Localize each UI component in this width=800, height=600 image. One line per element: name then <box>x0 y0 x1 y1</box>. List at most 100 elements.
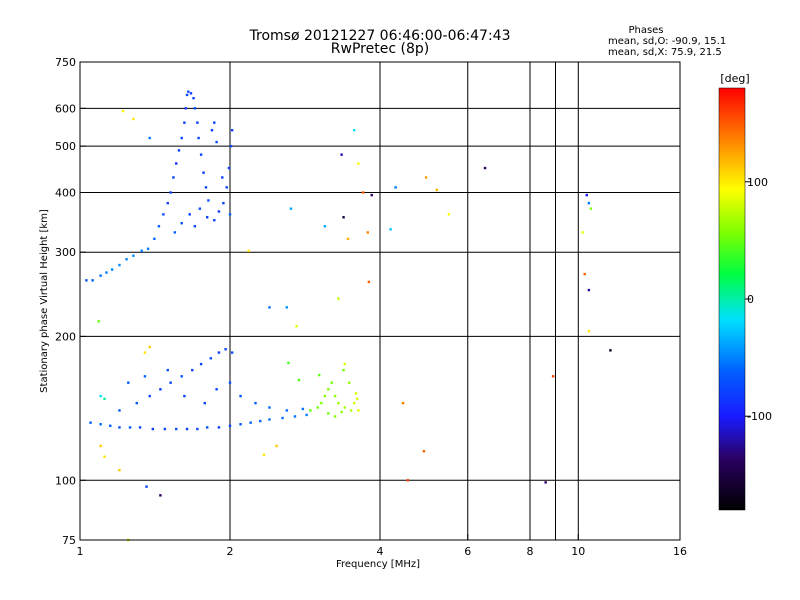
data-point <box>163 427 167 431</box>
data-point <box>349 409 353 412</box>
data-point <box>221 176 224 179</box>
data-point <box>224 348 227 351</box>
data-point <box>239 423 242 426</box>
data-point <box>447 213 451 216</box>
data-point <box>342 368 345 372</box>
data-point <box>169 381 172 384</box>
x-tick-label: 10 <box>571 545 585 558</box>
y-tick-label: 750 <box>55 56 76 69</box>
y-ticks: 75 100 200 300 400 500 600 750 <box>55 56 86 547</box>
data-point <box>177 149 181 152</box>
data-point <box>89 421 92 424</box>
x-tick-label: 6 <box>464 545 471 558</box>
data-point <box>229 144 233 148</box>
data-point <box>333 394 337 398</box>
data-point <box>159 388 162 391</box>
data-point <box>320 401 323 405</box>
data-point <box>118 263 121 267</box>
y-tick-label: 75 <box>62 534 76 547</box>
data-point <box>228 424 232 428</box>
colorbar-tick-label: 100 <box>747 176 768 189</box>
data-point <box>217 351 221 354</box>
stats-line-x: mean, sd,X: 75.9, 21.5 <box>608 47 722 58</box>
data-point <box>370 193 373 197</box>
data-point <box>215 388 218 391</box>
data-point <box>285 409 288 412</box>
data-point <box>121 109 125 113</box>
data-point <box>118 426 121 429</box>
data-point <box>91 279 94 282</box>
stats-line-o: mean, sd,O: -90.9, 15.1 <box>608 36 726 47</box>
data-point <box>198 207 202 210</box>
data-point <box>169 191 172 194</box>
data-point <box>196 121 199 124</box>
data-point <box>343 406 347 409</box>
data-point <box>197 136 200 140</box>
x-tick-label: 8 <box>527 545 534 558</box>
data-point <box>213 121 216 124</box>
data-point <box>323 394 327 398</box>
colorbar-tick-label: -100 <box>747 410 772 423</box>
data-point <box>228 213 232 216</box>
data-point <box>389 228 392 231</box>
data-point <box>105 271 108 274</box>
data-point <box>110 268 114 271</box>
data-point <box>199 362 203 366</box>
data-point <box>210 128 214 132</box>
data-point <box>188 213 191 216</box>
data-point <box>357 409 360 412</box>
data-point <box>340 153 343 156</box>
data-point <box>109 424 112 428</box>
data-point <box>587 201 591 205</box>
colorbar <box>718 87 746 511</box>
data-point <box>85 279 88 282</box>
data-point <box>127 381 130 384</box>
data-point <box>185 427 189 431</box>
data-point <box>118 468 121 472</box>
data-point <box>196 427 199 431</box>
data-point <box>103 397 106 401</box>
data-point <box>145 485 148 488</box>
data-point <box>585 193 588 197</box>
data-point <box>230 128 234 132</box>
data-point <box>275 444 278 448</box>
colorbar-unit: [deg] <box>720 72 749 85</box>
data-point <box>103 455 106 458</box>
data-point <box>180 136 183 140</box>
data-point <box>352 128 356 132</box>
data-point <box>193 225 197 228</box>
data-point <box>327 388 330 391</box>
y-tick-label: 300 <box>55 246 76 259</box>
data-point <box>222 201 225 205</box>
data-point <box>281 416 284 420</box>
data-point <box>199 153 203 156</box>
data-point <box>180 222 183 225</box>
data-point <box>435 188 438 192</box>
data-point <box>285 306 288 309</box>
data-point <box>259 419 262 423</box>
y-tick-label: 100 <box>55 474 76 487</box>
stats-heading: Phases <box>628 25 663 36</box>
data-point <box>239 394 242 398</box>
data-point <box>268 406 271 409</box>
grid-lines <box>80 62 680 540</box>
data-point <box>230 351 234 354</box>
data-point <box>333 415 337 418</box>
data-point <box>215 140 218 144</box>
data-point <box>297 378 301 382</box>
data-point <box>166 368 169 372</box>
chart-title: Tromsø 20121227 06:46:00-06:47:43 <box>249 28 511 44</box>
data-point <box>209 357 212 360</box>
data-point <box>205 426 209 429</box>
data-point <box>401 401 405 405</box>
data-point <box>207 199 210 202</box>
data-point <box>346 237 350 241</box>
x-tick-label: 16 <box>673 545 687 558</box>
data-point <box>424 176 428 179</box>
x-tick-label: 1 <box>77 545 84 558</box>
data-point <box>205 216 209 219</box>
data-point <box>609 349 612 352</box>
data-point <box>323 225 327 228</box>
data-point <box>135 401 138 405</box>
